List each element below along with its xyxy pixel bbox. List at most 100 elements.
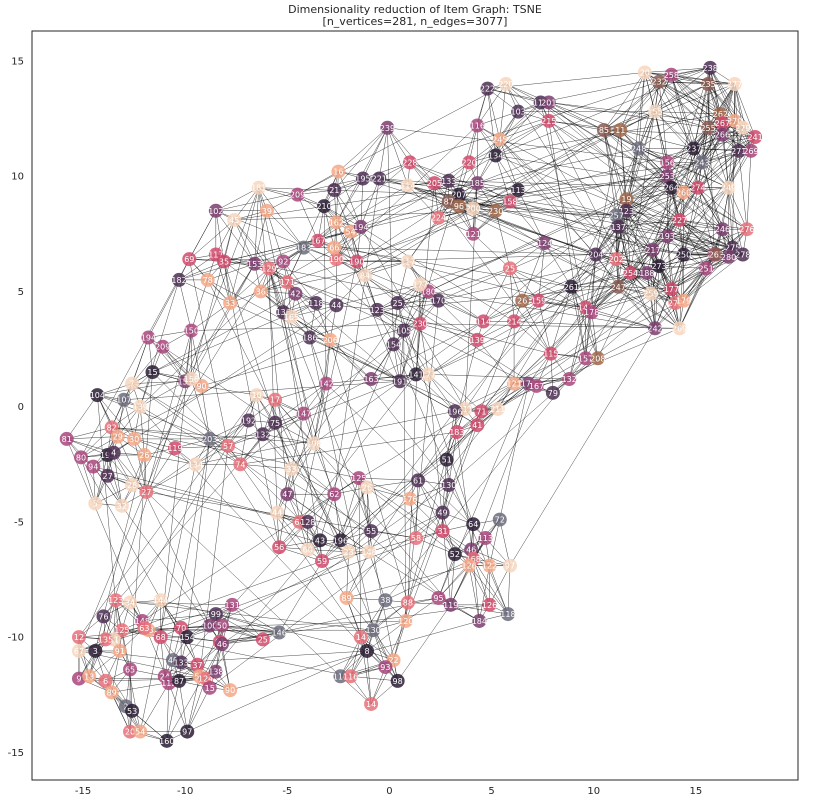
node-marker [268, 392, 283, 407]
node-label: 277 [727, 80, 742, 89]
graph-edge [499, 102, 541, 140]
graph-node: 182 [171, 272, 187, 287]
graph-edge [544, 242, 596, 255]
node-marker [225, 597, 240, 612]
node-label: 198 [306, 440, 321, 449]
graph-edge [399, 381, 455, 412]
graph-node: 6 [98, 673, 113, 688]
graph-node: 78 [200, 272, 215, 287]
node-label: 170 [431, 297, 446, 306]
graph-edge [667, 236, 672, 290]
graph-edge [473, 558, 509, 615]
graph-node: 118 [308, 295, 324, 310]
graph-edge [223, 231, 351, 262]
node-label: 85 [599, 126, 609, 135]
node-label: 125 [114, 626, 129, 635]
graph-edge [209, 512, 443, 689]
node-label: 192 [241, 416, 256, 425]
graph-node: 90 [223, 683, 238, 698]
node-label: 258 [664, 71, 679, 80]
node-label: 52 [450, 550, 460, 559]
graph-edge [550, 307, 586, 354]
node-marker [709, 247, 724, 262]
graph-node: 102 [208, 203, 223, 218]
graph-node: 74 [233, 457, 248, 472]
node-marker [511, 183, 526, 198]
node-label: 78 [203, 276, 213, 285]
node-label: 266 [715, 131, 730, 140]
graph-edge [338, 127, 388, 172]
node-marker [116, 392, 131, 407]
node-marker [466, 517, 481, 532]
node-marker [648, 104, 663, 119]
graph-node: 15 [202, 680, 217, 695]
node-marker [478, 531, 493, 546]
node-label: 64 [294, 518, 304, 527]
node-label: 45 [229, 216, 239, 225]
node-label: 79 [548, 389, 558, 398]
node-label: 156 [184, 375, 199, 384]
node-marker [310, 233, 325, 248]
node-marker [108, 593, 123, 608]
node-marker [694, 155, 709, 170]
node-marker [255, 427, 270, 442]
graph-node: 194 [141, 330, 156, 345]
node-label: 15 [205, 684, 215, 693]
node-label: 177 [412, 281, 427, 290]
node-marker [715, 116, 730, 131]
graph-node: 273 [651, 259, 667, 274]
graph-node: 66 [327, 240, 342, 255]
node-marker [447, 547, 462, 562]
node-label: 34 [125, 599, 135, 608]
graph-edge [66, 438, 108, 456]
graph-edge [399, 88, 488, 382]
node-marker [353, 219, 368, 234]
node-marker [323, 332, 338, 347]
node-marker [490, 401, 505, 416]
graph-edge [507, 565, 511, 615]
x-tick-label: -15 [75, 786, 91, 797]
node-marker [141, 330, 156, 345]
node-label: 36 [256, 287, 266, 296]
graph-node: 98 [390, 673, 405, 688]
node-label: 156 [660, 158, 675, 167]
node-marker [676, 185, 691, 200]
node-marker [466, 201, 481, 216]
node-marker [59, 431, 74, 446]
node-label: 11 [109, 635, 119, 644]
graph-node: 125 [351, 471, 366, 486]
graph-node: 38 [378, 593, 393, 608]
node-label: 202 [609, 255, 624, 264]
node-marker [370, 302, 385, 317]
node-label: 124 [537, 239, 552, 248]
graph-edge [438, 565, 470, 599]
graph-node: 208 [590, 351, 605, 366]
graph-node: 156 [660, 155, 675, 170]
node-marker [645, 242, 660, 257]
node-label: 104 [90, 391, 105, 400]
graph-node: 125 [114, 623, 130, 638]
graph-edge [362, 178, 617, 260]
graph-edge [458, 175, 668, 207]
graph-node: 63 [137, 620, 152, 635]
node-label: 248 [631, 145, 646, 154]
graph-edge [495, 120, 549, 156]
node-label: 117 [400, 257, 415, 266]
graph-edge [495, 210, 617, 216]
graph-node: 210 [316, 199, 332, 214]
node-marker [609, 252, 624, 267]
graph-edge [630, 272, 680, 329]
graph-node: 92 [276, 254, 291, 269]
node-marker [396, 323, 411, 338]
graph-node: 43 [313, 533, 328, 548]
node-label: 167 [529, 382, 544, 391]
graph-node: 89 [104, 685, 119, 700]
y-tick-label: 5 [18, 287, 24, 298]
graph-node: 251 [698, 261, 714, 276]
graph-node: 246 [715, 222, 730, 237]
graph-edge [407, 217, 439, 262]
graph-edge [548, 120, 680, 221]
node-label: 19 [621, 195, 631, 204]
node-label: 130 [441, 481, 456, 490]
node-label: 94 [88, 463, 98, 472]
